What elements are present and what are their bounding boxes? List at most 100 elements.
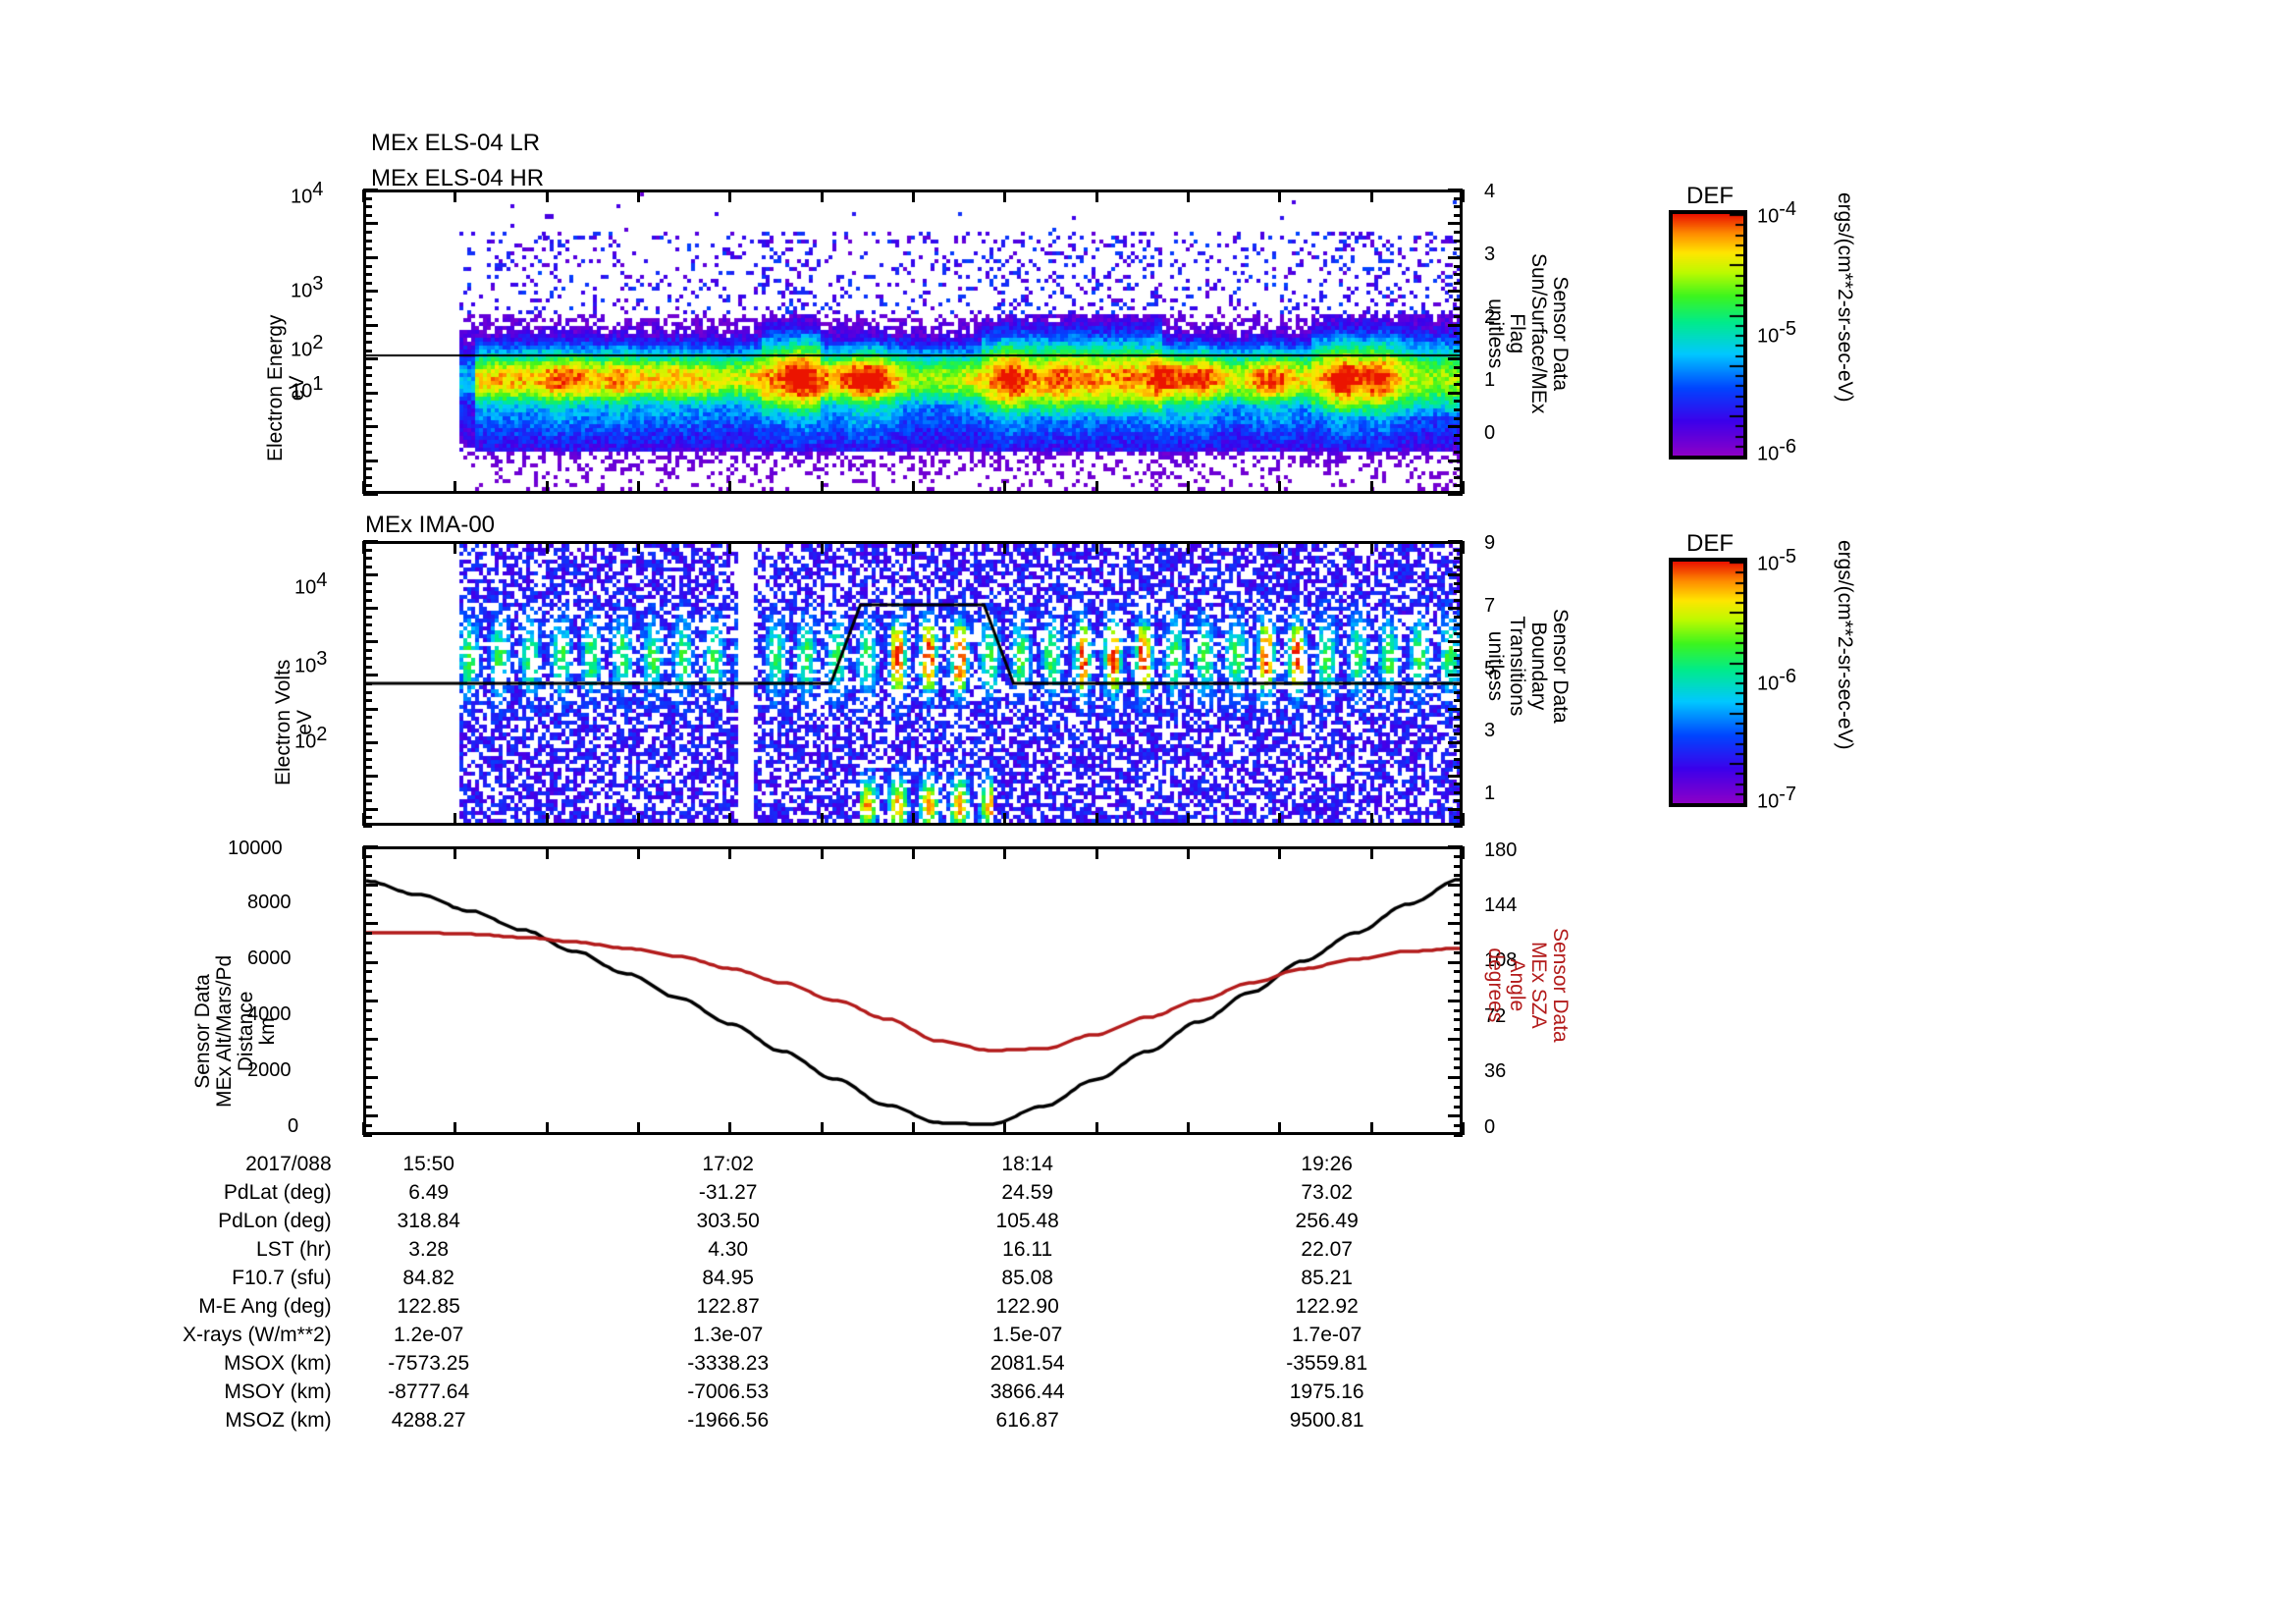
table-spacer [1111, 1379, 1244, 1407]
axis-tick-y [1454, 980, 1463, 984]
axis-tick-y [1454, 400, 1463, 404]
axis-tick-y [363, 657, 372, 661]
axis-tick-y [363, 932, 372, 936]
info-table: 2017/088 15:50 17:02 18:14 19:26 PdLat (deg) 6… [183, 1151, 1411, 1435]
bottom-ytick-10000: 10000 [228, 838, 283, 859]
axis-tick-x [1278, 1122, 1282, 1135]
table-row-label: MSOX (km) [224, 1351, 332, 1375]
axis-tick-x [545, 541, 549, 554]
axis-tick-x [362, 1122, 365, 1135]
axis-tick-y [1454, 874, 1463, 878]
table-cell: 19:26 [1301, 1153, 1353, 1175]
axis-tick-y [1454, 1047, 1463, 1051]
axis-tick-y [1448, 459, 1463, 462]
table-cell: 616.87 [995, 1408, 1059, 1432]
axis-tick-y [363, 231, 372, 235]
axis-tick-y [1454, 716, 1463, 720]
table-row-label: LST (hr) [256, 1237, 332, 1261]
table-spacer [512, 1236, 645, 1265]
top-ytick-1e4: 104 [291, 179, 324, 208]
colorbar-middle-min: 10-7 [1757, 784, 1797, 813]
table-cell: -8777.64 [388, 1380, 470, 1403]
axis-tick-y [363, 1066, 372, 1070]
axis-tick-y [363, 854, 372, 858]
middle-spectrogram-panel[interactable] [363, 541, 1463, 826]
axis-tick-y [363, 416, 372, 420]
axis-tick-y [363, 623, 372, 627]
axis-tick-y [1448, 707, 1463, 711]
axis-tick-y [1454, 450, 1463, 454]
axis-tick-y [363, 790, 372, 794]
table-cell: -31.27 [698, 1180, 758, 1204]
table-spacer [512, 1322, 645, 1350]
table-row-label: F10.7 (sfu) [232, 1266, 332, 1289]
axis-tick-y [1454, 799, 1463, 803]
axis-tick-y [1454, 590, 1463, 594]
axis-tick-y [1454, 783, 1463, 786]
axis-tick-x [545, 813, 549, 826]
axis-tick-y [363, 484, 372, 488]
table-cell: 122.85 [397, 1294, 460, 1318]
axis-tick-y [363, 332, 372, 336]
top-right-tick-4: 4 [1484, 181, 1496, 202]
axis-tick-x [637, 846, 640, 859]
table-spacer [812, 1350, 944, 1379]
top-right-tick-1: 1 [1484, 369, 1496, 391]
axis-tick-x [362, 481, 365, 494]
axis-tick-y [363, 323, 378, 327]
table-spacer [812, 1179, 944, 1208]
table-cell: 9500.81 [1289, 1408, 1364, 1432]
axis-tick-y [1454, 724, 1463, 728]
table-row-label: MSOZ (km) [225, 1408, 332, 1432]
axis-tick-x [1095, 813, 1098, 826]
axis-tick-x [820, 189, 824, 202]
table-cell: 1.7e-07 [1292, 1323, 1362, 1346]
axis-tick-y [363, 1134, 372, 1137]
axis-tick-y [1454, 825, 1463, 828]
table-cell: 256.49 [1295, 1209, 1359, 1232]
middle-right-tick-1: 1 [1484, 783, 1496, 804]
axis-tick-y [1454, 239, 1463, 243]
axis-tick-y [363, 255, 378, 259]
axis-tick-y [1454, 196, 1463, 200]
axis-tick-y [363, 341, 372, 344]
colorbar-top-mid: 10-5 [1757, 318, 1797, 348]
table-row: X-rays (W/m**2) 1.2e-07 1.3e-07 1.5e-07 1.7e… [183, 1322, 1411, 1350]
axis-tick-y [1454, 732, 1463, 736]
axis-tick-y [1454, 213, 1463, 217]
axis-tick-y [363, 999, 378, 1002]
axis-tick-y [1454, 1008, 1463, 1012]
colorbar-middle-mid: 10-6 [1757, 666, 1797, 695]
axis-tick-x [728, 846, 732, 859]
axis-tick-y [363, 902, 372, 906]
table-spacer [512, 1208, 645, 1236]
bottom-line-panel[interactable] [363, 846, 1463, 1135]
axis-tick-x [728, 813, 732, 826]
table-cell: 16.11 [1002, 1237, 1053, 1261]
axis-tick-x [545, 189, 549, 202]
table-cell: 18:14 [1001, 1153, 1053, 1175]
table-cell: 1.3e-07 [693, 1323, 764, 1346]
table-spacer [1111, 1350, 1244, 1379]
axis-tick-x [1095, 481, 1098, 494]
bottom-ytick-8000: 8000 [247, 892, 292, 913]
axis-tick-y [363, 640, 378, 644]
axis-tick-y [363, 699, 372, 703]
axis-tick-x [1003, 813, 1007, 826]
axis-tick-x [1278, 541, 1282, 554]
axis-tick-x [1278, 481, 1282, 494]
axis-tick-y [1454, 1056, 1463, 1060]
axis-tick-y [363, 774, 378, 778]
axis-tick-x [820, 481, 824, 494]
axis-tick-y [1454, 623, 1463, 627]
axis-tick-y [1448, 845, 1463, 848]
bottom-ytick-6000: 6000 [247, 947, 292, 969]
axis-tick-y [363, 590, 372, 594]
axis-tick-y [363, 1028, 372, 1032]
axis-tick-y [1454, 548, 1463, 552]
axis-tick-x [1462, 541, 1465, 554]
table-row-label: PdLon (deg) [218, 1209, 332, 1232]
top-spectrogram-panel[interactable] [363, 189, 1463, 494]
axis-tick-y [1448, 290, 1463, 294]
bottom-right-tick-108: 108 [1484, 949, 1518, 971]
